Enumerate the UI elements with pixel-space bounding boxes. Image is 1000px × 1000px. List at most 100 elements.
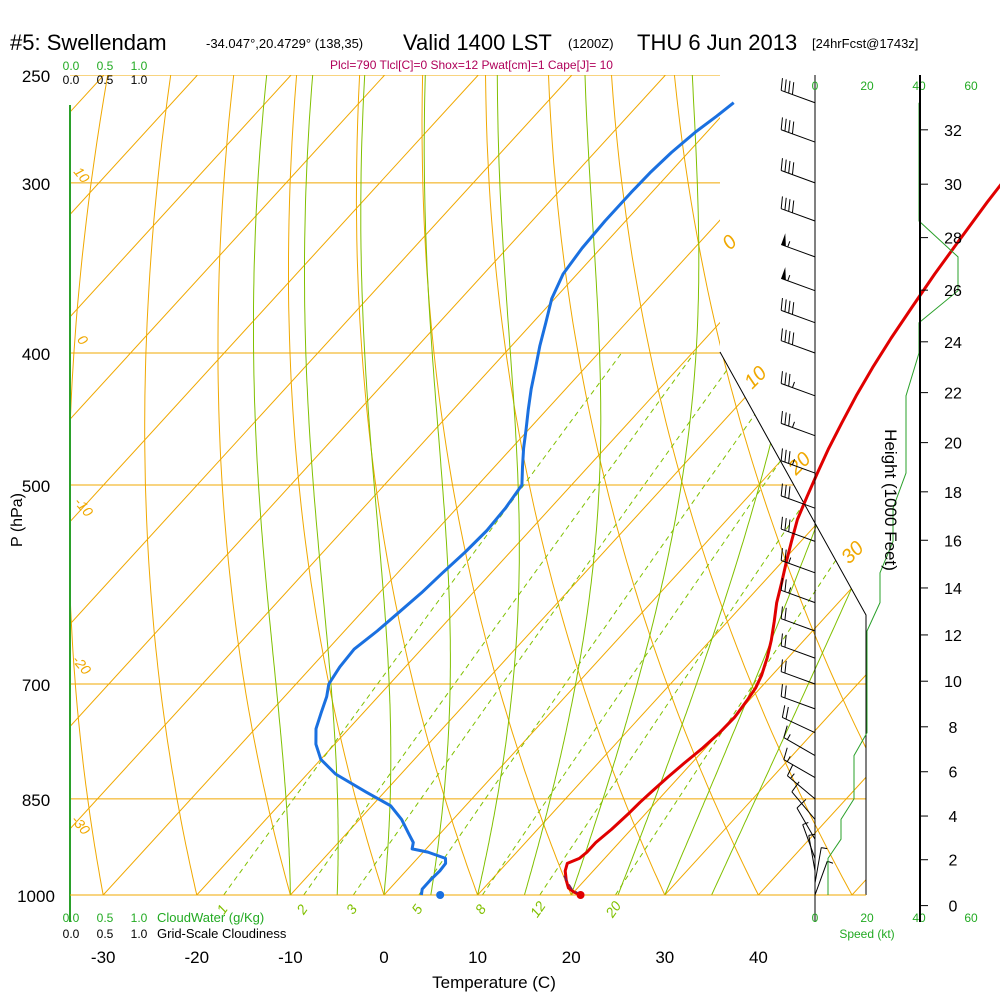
mixing-ratio-label: 20 — [602, 898, 625, 921]
cloud-scale-label: 0.5 — [97, 927, 114, 941]
wind-barb-feather — [780, 411, 783, 424]
wind-barb-feather — [788, 160, 791, 174]
wind-barb-staff — [781, 383, 816, 397]
wind-barb — [781, 705, 816, 734]
wind-barb-feather — [781, 705, 786, 718]
cloud-scale-label: 0.0 — [63, 927, 80, 941]
wind-barb-half — [808, 833, 815, 836]
cloud-water-label: CloudWater (g/Kg) — [157, 910, 264, 925]
wind-barb-feather — [788, 199, 791, 212]
wind-barb-feather — [791, 82, 795, 95]
isotherm-line — [70, 75, 666, 895]
wind-barb-staff — [781, 528, 816, 542]
mixing-ratio-label: 2 — [293, 901, 311, 918]
wind-barb-feather — [784, 159, 787, 172]
wind-barb-feather — [780, 483, 783, 496]
wind-barb-feather — [784, 412, 787, 425]
height-tick-label: 16 — [944, 533, 962, 550]
wind-barb-feather — [780, 298, 783, 311]
wind-barb-feather — [784, 79, 787, 92]
temperature-line — [563, 183, 1000, 897]
wind-barb-feather — [780, 158, 783, 171]
wind-barb-half — [787, 241, 791, 248]
wind-barb — [780, 548, 816, 574]
wind-barb-feather — [784, 449, 787, 463]
cloud-scale-label: 1.0 — [131, 927, 148, 941]
wind-barb-feather — [786, 764, 794, 776]
wind-barb — [786, 764, 816, 800]
wind-barb-staff — [781, 618, 816, 632]
isotherm-line — [758, 75, 866, 895]
wind-barb-feather — [780, 606, 783, 619]
wind-barb-half — [786, 756, 791, 762]
isotherm-line — [70, 75, 573, 895]
height-tick-label: 26 — [944, 283, 962, 300]
wind-barb-staff — [781, 460, 816, 474]
height-tick-label: 0 — [949, 899, 958, 916]
height-tick-label: 12 — [944, 628, 962, 645]
wind-barb-feather — [780, 448, 783, 461]
temperature-tick-label: -10 — [278, 948, 303, 967]
wind-barb — [780, 411, 816, 437]
wind-barb-feather — [784, 329, 787, 343]
plot-area — [70, 75, 866, 895]
mixing-ratio-label: 3 — [343, 901, 361, 917]
surface-dewpoint-dot — [436, 891, 445, 899]
isotherm-line — [70, 75, 760, 895]
wind-barb-feather — [780, 684, 783, 697]
wind-barb-staff — [781, 277, 816, 292]
wind-barb-staff — [783, 737, 816, 757]
cloud-scale-label: 0.0 — [63, 73, 80, 87]
wind-barb-feather — [784, 518, 787, 531]
wind-barb-feather — [788, 120, 791, 133]
wind-barb-staff — [787, 775, 816, 800]
parcel-line — [561, 871, 582, 896]
surface-temperature-dot — [576, 891, 585, 899]
cloud-scale-label: 0.5 — [97, 59, 114, 73]
height-tick-label: 20 — [944, 436, 962, 453]
temperature-tick-label: 30 — [655, 948, 674, 967]
pressure-tick-label: 250 — [22, 67, 50, 86]
wind-barb-half — [788, 587, 792, 594]
station-coords: -34.047°,20.4729° (138,35) — [206, 36, 364, 51]
wind-barb — [814, 847, 828, 884]
moist-adiabat — [304, 75, 339, 895]
height-tick-label: 22 — [944, 386, 962, 403]
wind-barb-feather — [796, 799, 807, 809]
wind-barb-feather — [788, 331, 791, 344]
dry-adiabat — [485, 75, 666, 895]
wind-barb-feather — [783, 725, 788, 738]
wind-barb — [780, 633, 816, 659]
moist-adiabat — [360, 75, 392, 895]
height-tick-label: 14 — [944, 581, 962, 598]
dry-adiabat-label: 0 — [74, 332, 91, 348]
dry-adiabat — [144, 75, 198, 895]
wind-barb-feather — [784, 299, 787, 312]
wind-barb-staff — [808, 835, 816, 871]
moist-adiabat — [253, 75, 291, 895]
dewpoint-line — [314, 101, 735, 896]
temperature-tick-label: 40 — [749, 948, 768, 967]
wind-barb-half — [790, 773, 795, 779]
wind-barb-feather — [780, 633, 783, 646]
wind-barb-staff — [781, 645, 816, 659]
speed-tick-label: 20 — [860, 911, 874, 925]
wind-barb-feather — [783, 747, 788, 760]
wind-barb — [780, 158, 816, 184]
wind-barb-staff — [814, 847, 822, 884]
pressure-tick-label: 700 — [22, 676, 50, 695]
speed-tick-label: 60 — [964, 911, 978, 925]
height-tick-label: 4 — [949, 809, 958, 826]
hodograph-boundary — [719, 351, 867, 895]
wind-barb-flag — [781, 233, 786, 247]
wind-barb — [780, 78, 816, 104]
wind-barb — [780, 659, 816, 685]
forecast-date: THU 6 Jun 2013 — [637, 30, 798, 55]
mixing-ratio-line — [614, 352, 866, 895]
wind-barb-feather — [788, 373, 791, 387]
dry-adiabat — [421, 75, 572, 895]
wind-barb — [781, 267, 816, 292]
moist-adiabat — [523, 75, 602, 895]
cloud-scale-label: 0.0 — [63, 911, 80, 925]
wind-barb-staff — [781, 671, 816, 685]
